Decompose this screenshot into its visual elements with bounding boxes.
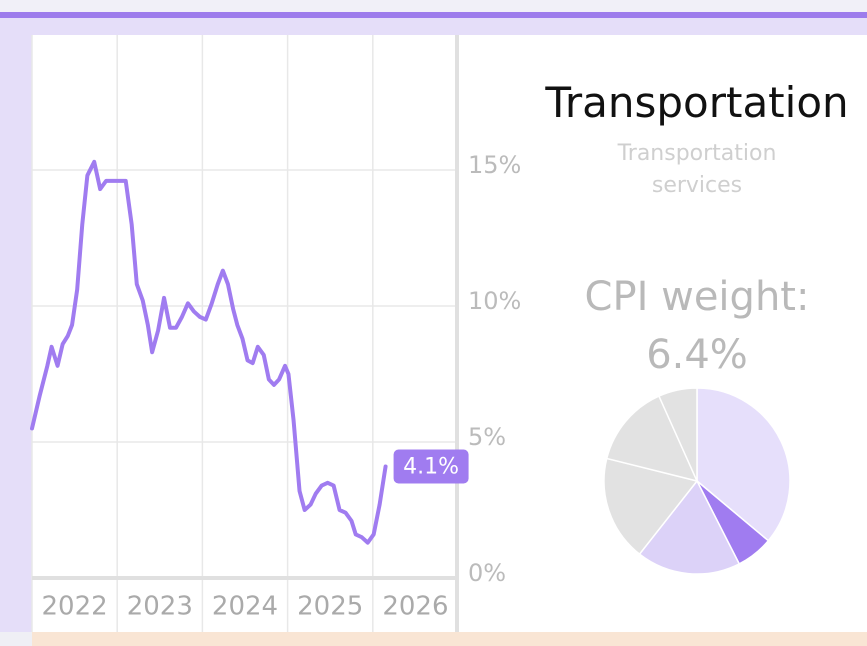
pie-slice (603, 457, 699, 556)
x-tick-label: 2025 (297, 592, 363, 622)
subtitle: Transportation services (617, 141, 777, 198)
x-tick-label: 2024 (212, 592, 278, 622)
x-tick-label: 2022 (42, 592, 108, 622)
top-strip (0, 0, 867, 12)
cpi-label: CPI weight: (584, 274, 810, 320)
y-tick-label: 0% (468, 559, 506, 587)
bottom-strip (32, 632, 867, 646)
accent-bar (0, 12, 867, 18)
cpi-value: 6.4% (646, 332, 748, 378)
value-label-box (393, 449, 469, 484)
x-tick-label: 2026 (382, 592, 448, 622)
pie-slice (696, 387, 791, 542)
y-tick-label: 15% (468, 151, 521, 179)
value-label: 4.1% (403, 454, 459, 479)
pie-slice (658, 387, 698, 482)
bottom-left (0, 632, 32, 646)
y-tick-label: 5% (468, 423, 506, 451)
pie-slice (605, 395, 699, 483)
pie-slice (638, 479, 741, 575)
x-tick-label: 2023 (127, 592, 193, 622)
line (30, 159, 388, 545)
y-tick-label: 10% (468, 287, 521, 315)
title: Transportation (545, 78, 849, 127)
